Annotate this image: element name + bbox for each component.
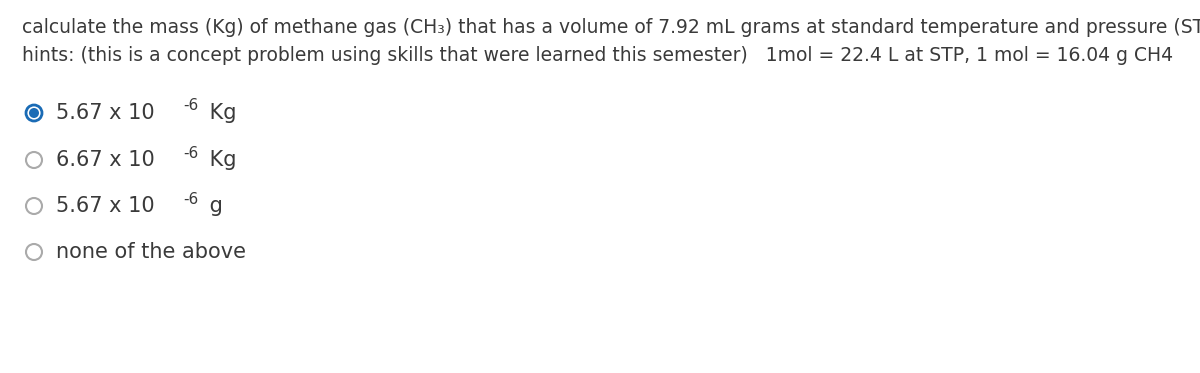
- Text: -6: -6: [184, 191, 198, 207]
- Text: 5.67 x 10: 5.67 x 10: [56, 196, 155, 216]
- Text: calculate the mass (Kg) of methane gas (CH₃) that has a volume of 7.92 mL grams : calculate the mass (Kg) of methane gas (…: [22, 18, 1200, 37]
- Text: Kg: Kg: [203, 103, 236, 123]
- Text: Kg: Kg: [203, 150, 236, 170]
- Text: g: g: [203, 196, 223, 216]
- Ellipse shape: [29, 108, 38, 118]
- Text: 5.67 x 10: 5.67 x 10: [56, 103, 155, 123]
- Text: 6.67 x 10: 6.67 x 10: [56, 150, 155, 170]
- Text: hints: (this is a concept problem using skills that were learned this semester) : hints: (this is a concept problem using …: [22, 46, 1174, 65]
- Text: -6: -6: [184, 98, 198, 113]
- Text: -6: -6: [184, 145, 199, 160]
- Text: none of the above: none of the above: [56, 242, 246, 262]
